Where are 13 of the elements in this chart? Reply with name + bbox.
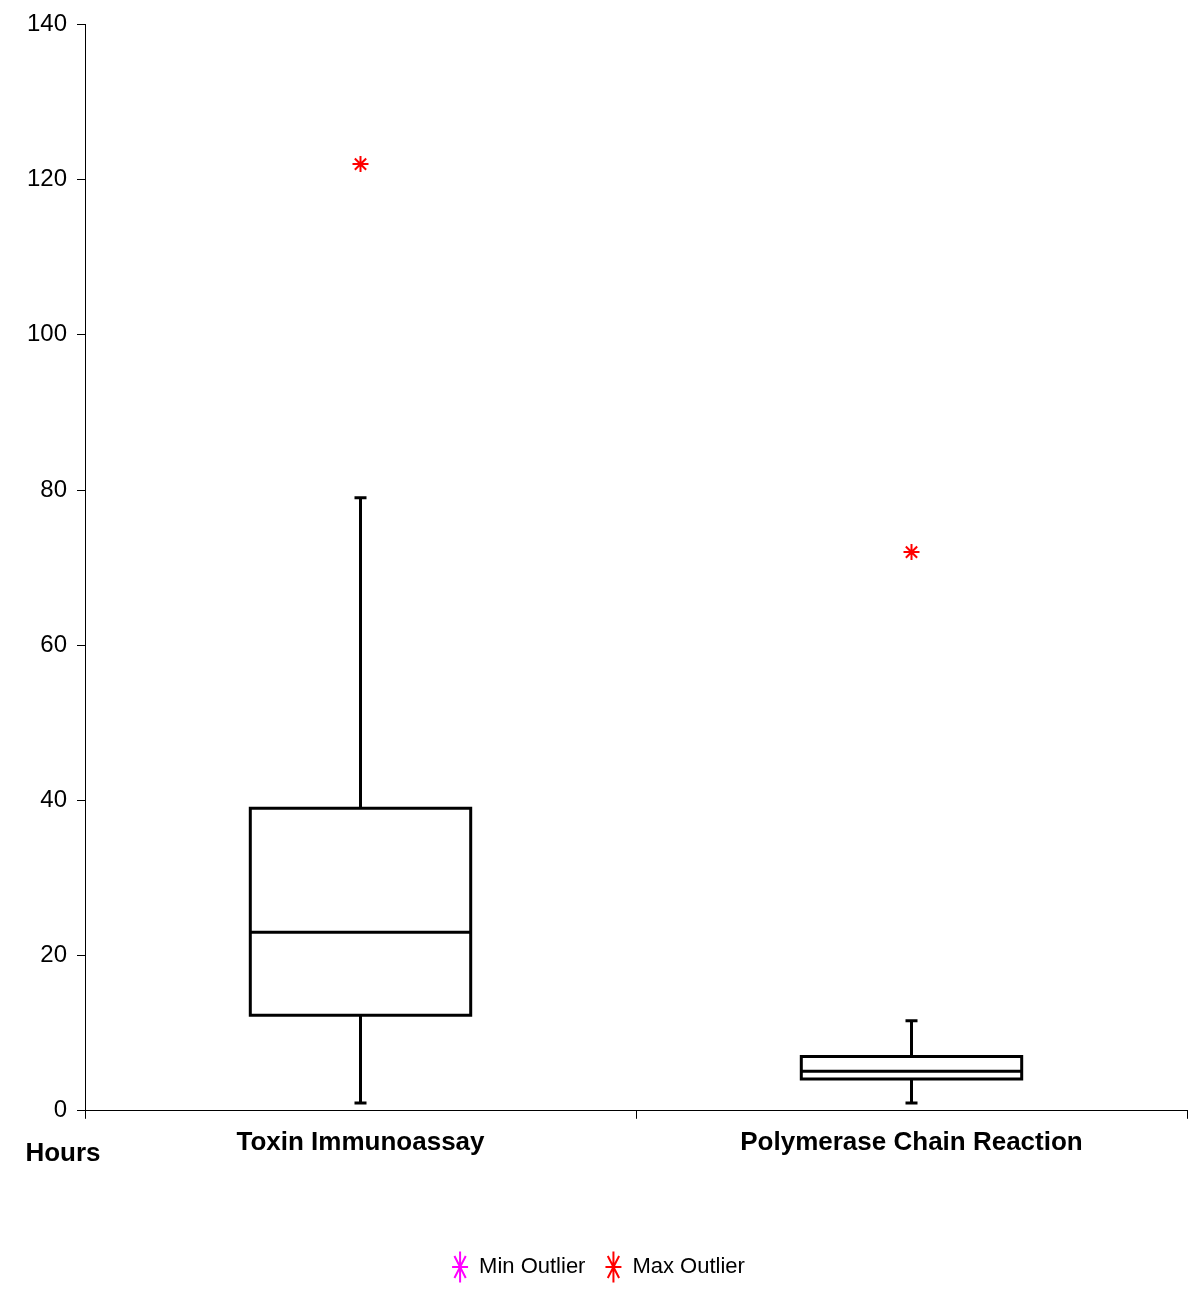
y-axis-title: Hours <box>25 1136 101 1167</box>
y-tick-label: 0 <box>53 1095 67 1123</box>
y-tick-label: 100 <box>26 319 67 347</box>
y-tick-label: 40 <box>40 785 67 813</box>
x-tick-label: Toxin Immunoassay <box>236 1125 486 1156</box>
legend-label: Max Outlier <box>632 1253 745 1279</box>
y-tick-label: 20 <box>40 940 67 968</box>
y-tick-label: 60 <box>40 629 67 657</box>
y-tick-label: 80 <box>40 474 67 502</box>
legend-label: Min Outlier <box>479 1253 586 1279</box>
y-tick-label: 120 <box>26 164 67 192</box>
x-tick-label: Polymerase Chain Reaction <box>740 1125 1083 1156</box>
y-tick-label: 140 <box>26 9 67 37</box>
